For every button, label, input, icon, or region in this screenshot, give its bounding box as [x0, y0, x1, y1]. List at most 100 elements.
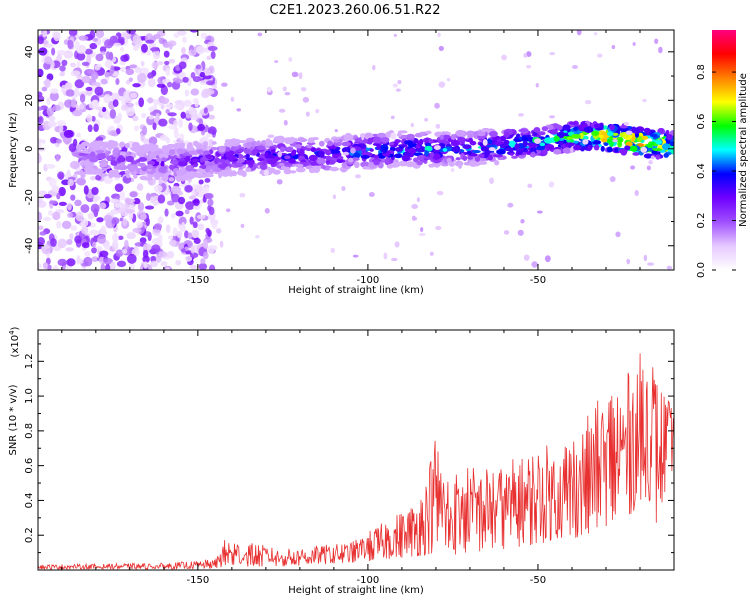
spectrogram-cell — [295, 163, 304, 168]
spectrogram-cell — [438, 45, 444, 52]
spectrogram-cell — [609, 176, 616, 183]
spectrogram-cell — [58, 124, 64, 133]
spectrogram-cell — [558, 137, 565, 142]
spectrogram-cell — [446, 157, 452, 163]
spectrogram-cell — [87, 212, 95, 220]
spectrogram-cell — [158, 167, 166, 173]
spectrogram-cell — [91, 256, 99, 262]
spectrogram-cell — [284, 91, 291, 96]
spectrogram-cell — [68, 143, 77, 153]
spectrogram-cell — [94, 64, 101, 71]
spectrogram-cell — [157, 194, 166, 204]
spectrogram-cell — [256, 145, 266, 151]
spectrogram-cell — [104, 39, 114, 49]
spectrogram-cell — [125, 68, 135, 76]
spectrogram-cell — [245, 158, 255, 166]
spectrogram-panel: -150 -100 -50 40 20 0 -20 -40 Height of straig… — [8, 29, 675, 296]
spectrogram-cell — [74, 79, 85, 89]
spectrogram-cell — [46, 97, 51, 106]
spectrogram-cell — [647, 147, 653, 152]
spectrogram-cell — [110, 171, 116, 177]
spectrogram-cell — [76, 52, 86, 61]
spectrogram-cell — [142, 243, 152, 251]
spectrogram-cell — [188, 122, 193, 131]
spectrogram-cell — [288, 57, 293, 62]
spectrogram-cell — [593, 32, 598, 36]
spectrogram-cell — [173, 120, 178, 127]
spectrogram-cell — [236, 158, 245, 164]
spectrogram-cell — [198, 118, 204, 126]
spectrogram-cell — [237, 148, 245, 153]
spectrogram-cell — [61, 220, 72, 230]
spectrogram-cell — [198, 179, 204, 185]
spectrogram-cell — [56, 50, 67, 56]
spectrogram-cell — [214, 159, 219, 165]
spectrogram-cell — [60, 84, 67, 94]
spectrogram-cell — [226, 154, 236, 161]
spectrogram-cell — [624, 145, 631, 151]
spectrogram-cell — [551, 123, 560, 129]
spectrogram-cell — [156, 157, 163, 162]
spectrogram-cell — [338, 138, 343, 144]
spectrogram-cell — [207, 245, 215, 254]
spectrogram-cell — [315, 109, 320, 114]
spectrogram-cell — [503, 131, 510, 138]
spectrogram-cell — [190, 88, 200, 96]
spectrogram-cell — [42, 30, 48, 38]
spectrogram-cell — [571, 133, 581, 139]
spectrogram-cell — [584, 100, 592, 105]
spectrogram-cell — [549, 115, 555, 119]
spectrogram-cell — [647, 262, 655, 266]
spectrogram-cell — [570, 146, 574, 154]
spectrogram-cell — [562, 124, 571, 131]
spectrogram-cell — [89, 175, 97, 181]
spectrogram-cell — [44, 78, 51, 89]
spectrogram-cell — [257, 32, 263, 37]
spectrogram-cell — [151, 244, 161, 253]
spectrogram-cell — [95, 53, 104, 62]
spectrogram-cell — [160, 160, 165, 167]
spectrogram-cell — [166, 200, 175, 206]
figure-title: C2E1.2023.260.06.51.R22 — [269, 3, 440, 18]
spectrogram-cell — [209, 168, 214, 174]
spectrogram-cell — [337, 155, 344, 160]
spectrogram-cell — [124, 239, 129, 250]
spectrogram-cell — [397, 130, 408, 134]
spectrogram-cell — [394, 241, 400, 248]
spectrogram-cell — [361, 133, 365, 141]
colorbar-tick-label: 0.6 — [696, 114, 707, 130]
spectrogram-x-ticks: -150 -100 -50 — [61, 30, 675, 286]
spectrogram-cell — [65, 247, 74, 252]
spectrogram-cell — [276, 179, 283, 185]
spectrogram-cell — [191, 168, 198, 172]
spectrogram-cell — [167, 81, 173, 88]
spectrogram-cell — [79, 93, 86, 103]
spectrogram-cell — [488, 130, 498, 138]
spectrogram-cell — [423, 156, 433, 160]
spectrogram-cell — [97, 234, 106, 244]
spectrogram-cell — [462, 155, 468, 161]
spectrogram-cell — [568, 121, 578, 125]
spectrogram-cell — [390, 132, 397, 140]
spectrogram-cell — [625, 130, 633, 135]
spectrogram-cell — [186, 144, 194, 149]
spectrogram-cell — [136, 221, 143, 229]
spectrogram-cell — [340, 168, 347, 173]
spectrogram-cell — [450, 133, 457, 141]
spectrogram-cell — [91, 171, 99, 175]
spectrogram-cell — [128, 165, 136, 173]
spectrogram-cell — [133, 174, 138, 179]
spectrogram-cell — [115, 78, 120, 86]
spectrogram-cell — [125, 209, 135, 214]
spectrogram-cell — [360, 155, 370, 159]
spectrogram-cell — [138, 97, 145, 108]
spectrogram-cell — [416, 140, 423, 146]
spectrogram-cell — [257, 158, 265, 162]
spectrogram-cell — [192, 76, 202, 83]
spectrogram-cell — [111, 240, 119, 251]
spectrogram-cell — [609, 124, 615, 131]
spectrogram-cell — [342, 151, 350, 156]
spectrogram-cell — [117, 36, 125, 43]
spectrogram-marks — [38, 30, 674, 270]
spectrogram-cell — [549, 51, 556, 56]
